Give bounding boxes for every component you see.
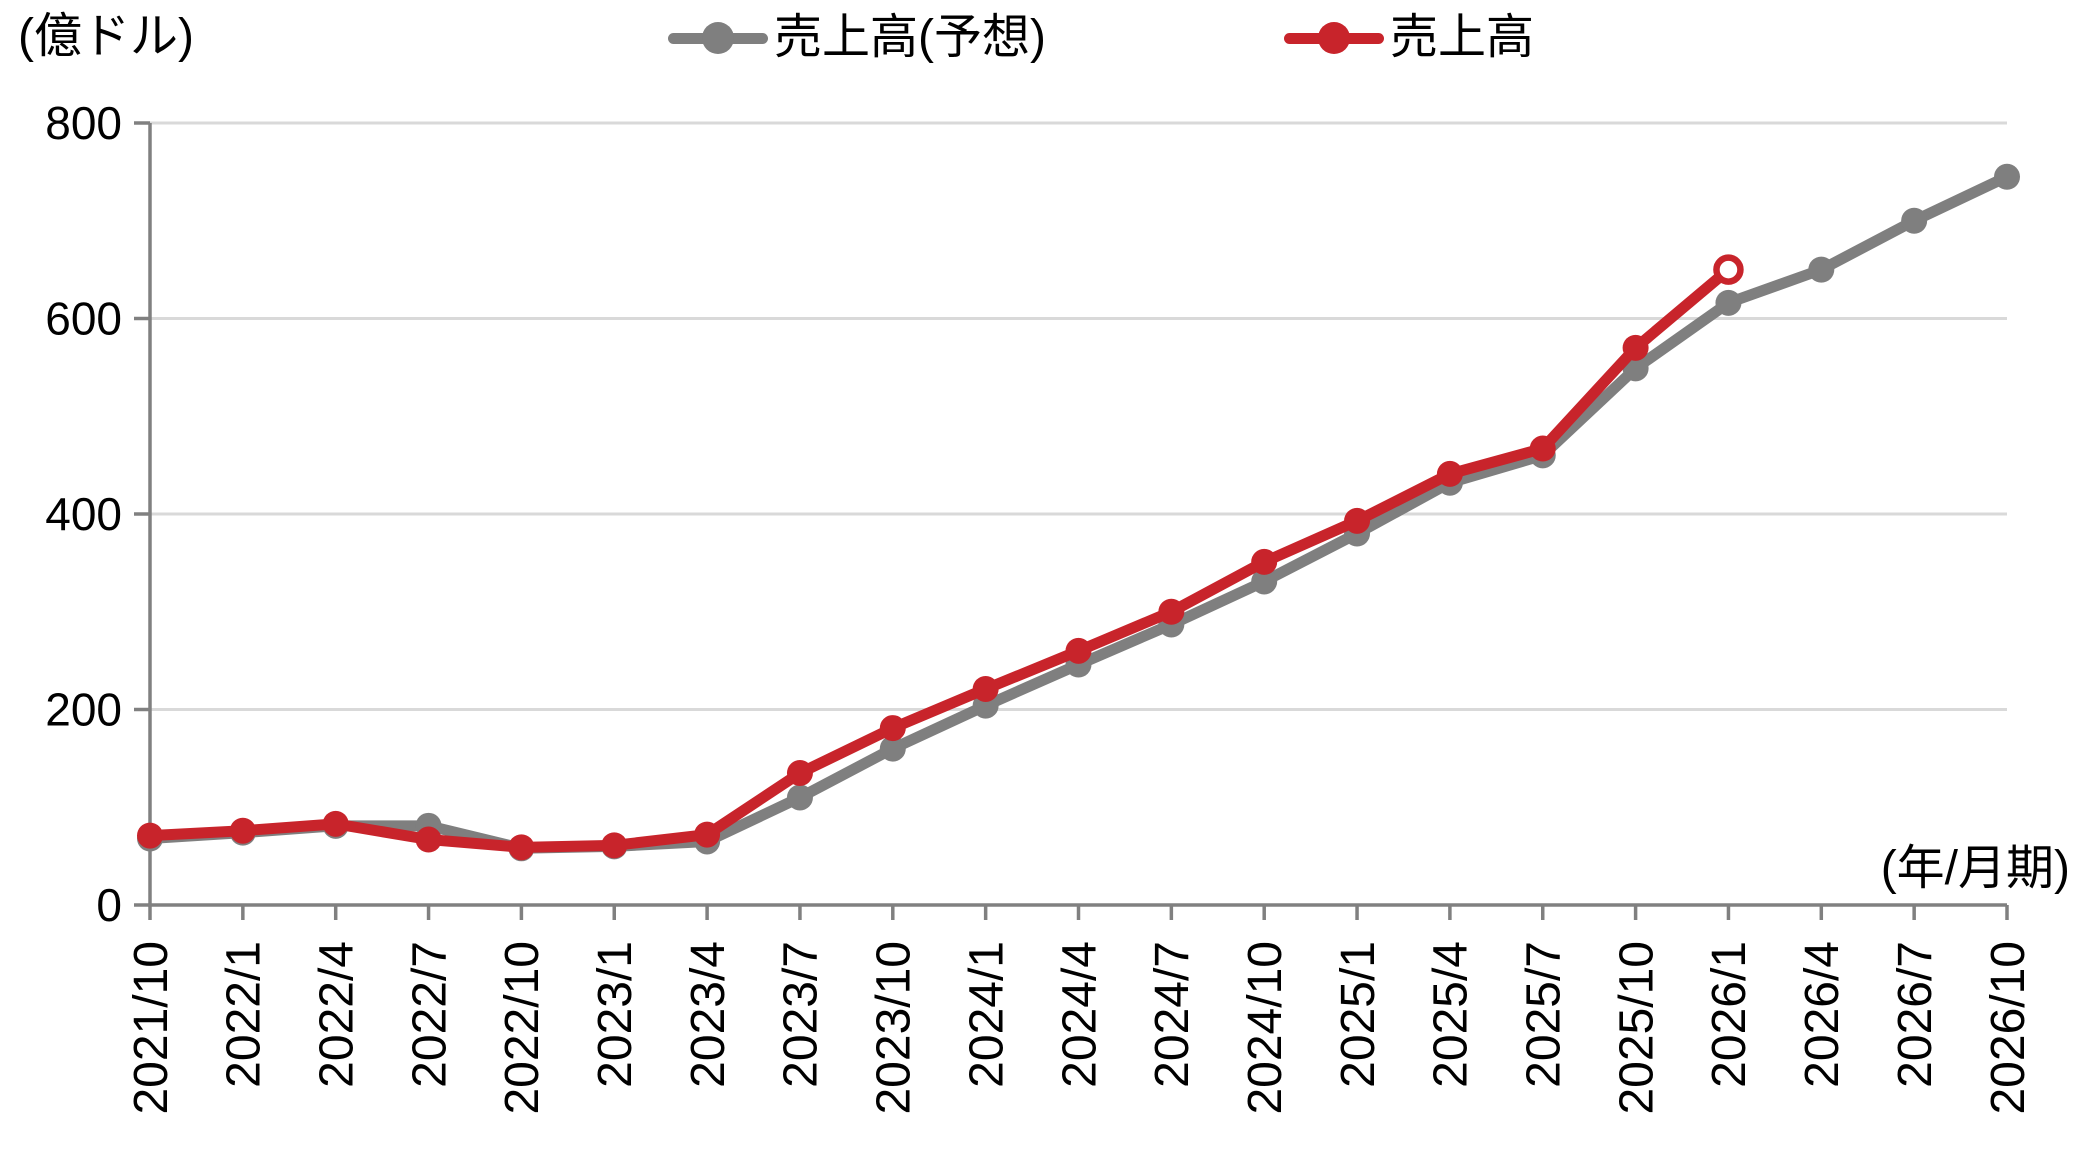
- x-tick-label: 2024/10: [1239, 941, 1292, 1115]
- forecast-data-point-marker: [1994, 163, 2020, 190]
- x-tick-label: 2023/7: [775, 941, 828, 1088]
- x-tick-label: 2024/4: [1053, 941, 1106, 1088]
- x-tick-label: 2026/7: [1889, 941, 1942, 1088]
- actual-data-point-marker: [229, 817, 256, 844]
- actual-data-point-marker: [1529, 435, 1556, 462]
- x-tick-label: 2023/1: [589, 941, 642, 1088]
- x-tick-label: 2026/10: [1982, 941, 2035, 1115]
- forecast-data-point-marker: [1808, 256, 1835, 283]
- forecast-data-point-marker: [1251, 568, 1278, 595]
- x-axis-unit-label: (年/月期): [1880, 842, 2070, 895]
- forecast-line-marker-icon: [668, 32, 768, 44]
- legend: 売上高(予想) 売上高: [668, 11, 1534, 65]
- x-tick-label: 2026/4: [1796, 941, 1849, 1088]
- actual-data-point-marker: [601, 832, 628, 859]
- forecast-data-point-marker: [1715, 289, 1742, 316]
- y-tick-label: 200: [45, 684, 122, 736]
- x-tick-label: 2022/4: [311, 941, 364, 1088]
- x-tick-label: 2022/7: [403, 941, 456, 1088]
- x-tick-label: 2025/1: [1332, 941, 1385, 1088]
- actual-data-point-marker: [137, 822, 163, 849]
- actual-data-point-marker: [1436, 460, 1463, 487]
- y-tick-label: 600: [45, 293, 122, 345]
- legend-label-forecast: 売上高(予想): [774, 11, 1046, 64]
- actual-data-point-marker: [322, 810, 349, 837]
- x-tick-label: 2025/10: [1610, 941, 1663, 1115]
- y-tick-label: 0: [96, 879, 122, 931]
- x-tick-label: 2023/4: [682, 941, 735, 1088]
- actual-data-point-marker: [786, 760, 813, 787]
- actual-data-point-marker: [1344, 507, 1371, 534]
- actual-data-point-marker: [508, 834, 535, 861]
- open-guidance-marker: [1713, 254, 1744, 285]
- x-tick-label: 2026/1: [1703, 941, 1756, 1088]
- actual-data-point-marker: [972, 675, 999, 702]
- x-tick-label: 2025/4: [1425, 941, 1478, 1088]
- x-tick-label: 2024/1: [960, 941, 1013, 1088]
- actual-data-point-marker: [1065, 637, 1092, 664]
- forecast-data-point-marker: [1901, 207, 1928, 234]
- legend-item-forecast: 売上高(予想): [668, 11, 1046, 65]
- y-tick-label: 800: [45, 97, 122, 149]
- actual-data-point-marker: [415, 826, 442, 853]
- legend-item-actual: 売上高: [1283, 11, 1534, 65]
- actual-series-line: [144, 264, 1734, 853]
- forecast-data-point-marker: [879, 735, 906, 762]
- actual-data-point-marker: [694, 821, 721, 848]
- x-tick-label: 2023/10: [868, 941, 921, 1115]
- actual-data-point-marker: [1622, 334, 1649, 361]
- y-axis-unit-label: (億ドル): [18, 10, 194, 63]
- actual-data-point-marker: [1158, 598, 1185, 625]
- x-tick-label: 2021/10: [125, 941, 178, 1115]
- actual-line-marker-icon: [1283, 32, 1384, 44]
- x-tick-label: 2024/7: [1146, 941, 1199, 1088]
- x-tick-label: 2022/10: [496, 941, 549, 1115]
- x-tick-label: 2025/7: [1518, 941, 1571, 1088]
- forecast-data-point-marker: [786, 784, 813, 811]
- x-tick-label: 2022/1: [218, 941, 271, 1088]
- legend-label-actual: 売上高: [1389, 11, 1534, 64]
- actual-data-point-marker: [1251, 548, 1278, 575]
- y-tick-label: 400: [45, 488, 122, 540]
- actual-data-point-marker: [879, 715, 906, 742]
